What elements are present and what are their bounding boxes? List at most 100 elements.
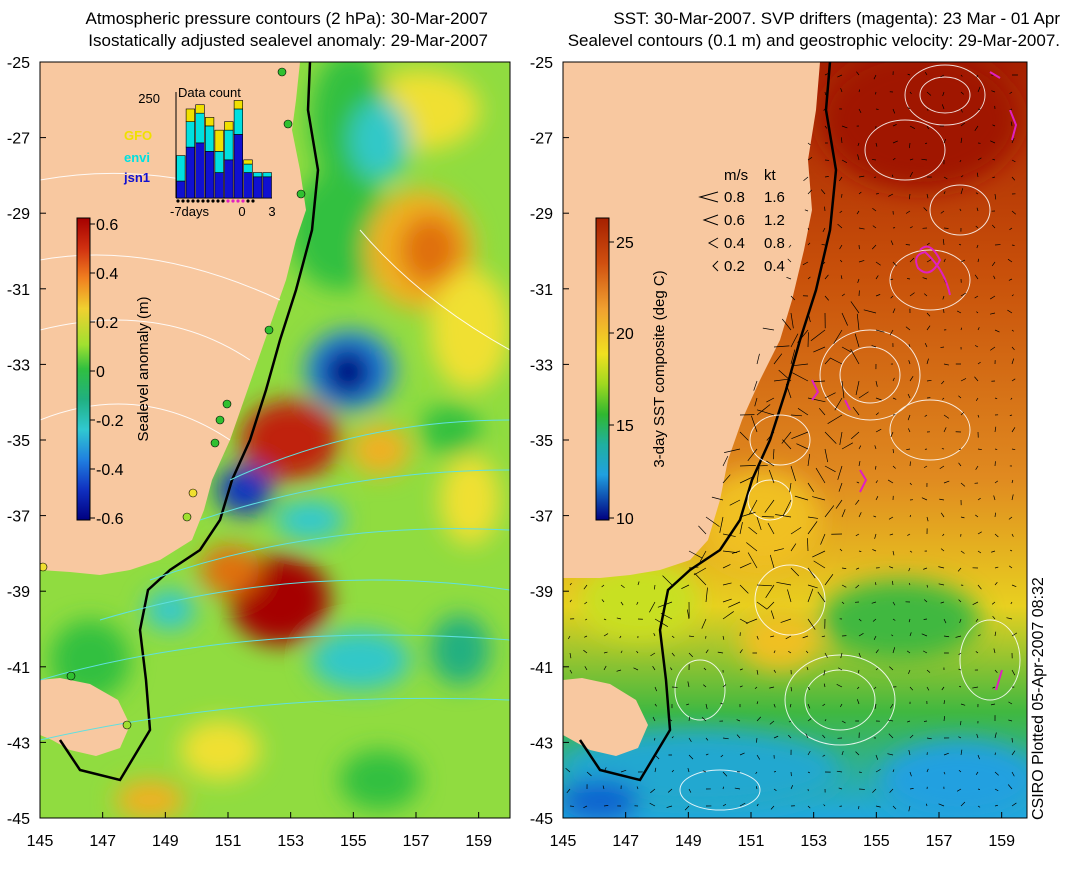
inset-xlabel-start: -7days <box>170 204 210 219</box>
velocity-vector <box>818 407 826 416</box>
inset-bar-envi <box>205 125 215 152</box>
velocity-vector <box>1011 448 1016 451</box>
velocity-vector <box>856 313 860 331</box>
velocity-vector <box>1007 309 1013 314</box>
inset-day-marker <box>231 199 235 203</box>
velocity-vector <box>975 618 979 622</box>
velocity-vector <box>756 466 760 484</box>
velocity-vector <box>790 527 802 535</box>
left-title-line2: Isostatically adjusted sealevel anomaly:… <box>88 31 488 50</box>
velocity-vector <box>940 601 945 604</box>
velocity-vector <box>773 345 790 348</box>
velocity-vector <box>705 703 708 710</box>
velocity-vector <box>636 601 639 605</box>
velocity-vector <box>746 542 758 552</box>
velocity-vector <box>887 753 894 756</box>
velocity-vector <box>888 193 894 197</box>
velocity-vector <box>872 788 877 793</box>
velocity-vector <box>926 242 930 246</box>
velocity-vector <box>766 431 775 441</box>
velocity-vector <box>739 465 756 467</box>
velocity-vector <box>872 549 877 552</box>
left-y-tick-label: -31 <box>7 282 30 299</box>
velocity-vector <box>858 260 865 263</box>
velocity-vector <box>756 601 768 610</box>
velocity-vector <box>705 649 709 654</box>
velocity-vector <box>705 516 720 527</box>
velocity-vector <box>807 618 816 630</box>
left-title-line1: Atmospheric pressure contours (2 hPa): 3… <box>85 9 488 28</box>
velocity-vector <box>806 666 809 671</box>
velocity-vector <box>958 243 962 246</box>
velocity-vector <box>773 353 783 365</box>
velocity-vector <box>892 769 895 773</box>
velocity-vector <box>1011 294 1014 297</box>
velocity-vector <box>584 601 588 605</box>
velocity-vector <box>767 601 775 610</box>
velocity-vector <box>909 686 914 691</box>
velocity-vector <box>666 805 673 808</box>
velocity-vector <box>977 258 979 263</box>
velocity-vector <box>926 737 932 740</box>
velocity-vector <box>722 684 727 688</box>
velocity-vector <box>636 650 639 654</box>
velocity-vector <box>921 633 928 637</box>
velocity-vector <box>908 669 911 675</box>
velocity-vector <box>857 154 860 161</box>
velocity-vector <box>773 735 779 739</box>
velocity-vector <box>943 618 947 624</box>
velocity-vector <box>753 380 758 391</box>
velocity-vector <box>703 667 707 671</box>
velocity-vector <box>975 651 979 654</box>
velocity-vector <box>797 408 809 416</box>
left-colorbar-label: Sealevel anomaly (m) <box>135 296 152 441</box>
velocity-vector <box>1011 584 1017 588</box>
left-y-tick-label: -39 <box>7 584 30 601</box>
velocity-vector <box>649 601 656 613</box>
velocity-vector <box>827 414 843 425</box>
velocity-vector <box>756 669 759 675</box>
velocity-vector <box>905 210 911 214</box>
velocity-vector <box>739 752 745 756</box>
inset-day-marker <box>251 199 255 203</box>
velocity-vector <box>871 159 877 161</box>
velocity-vector <box>790 465 797 482</box>
velocity-vector <box>976 733 979 739</box>
velocity-vector <box>956 788 962 792</box>
velocity-vector <box>802 261 809 266</box>
right-y-tick-label: -39 <box>530 584 553 601</box>
velocity-vector <box>824 206 826 212</box>
right-shelf-contour <box>578 62 838 782</box>
velocity-vector <box>836 770 843 773</box>
velocity-vector <box>974 295 979 299</box>
velocity-vector <box>926 108 929 111</box>
velocity-vector <box>761 516 775 518</box>
velocity-vector <box>781 318 792 331</box>
velocity-vector <box>841 293 846 297</box>
left-colorbar-tick-label: -0.2 <box>96 413 124 430</box>
right-y-tick-label: -31 <box>530 282 553 299</box>
velocity-vector <box>790 785 794 790</box>
velocity-vector <box>756 635 759 640</box>
velocity-vector <box>908 360 911 365</box>
velocity-vector <box>975 345 979 348</box>
velocity-vector <box>977 788 981 790</box>
velocity-vector <box>768 469 775 484</box>
velocity-vector <box>943 363 949 366</box>
velocity-legend-arrow <box>707 237 719 249</box>
left-x-tick-label: 149 <box>152 833 179 850</box>
velocity-vector <box>989 295 996 300</box>
velocity-vector <box>756 409 775 416</box>
velocity-vector <box>938 566 945 569</box>
velocity-vector <box>943 700 945 705</box>
velocity-vector <box>585 618 588 621</box>
velocity-vector <box>780 618 792 623</box>
velocity-vector <box>794 495 809 501</box>
velocity-legend-ms: 0.8 <box>724 189 745 206</box>
velocity-vector <box>892 397 897 400</box>
velocity-vector <box>994 566 999 569</box>
velocity-vector <box>908 193 911 200</box>
velocity-vector <box>994 582 998 586</box>
velocity-vector <box>803 176 809 182</box>
velocity-vector <box>923 567 928 570</box>
